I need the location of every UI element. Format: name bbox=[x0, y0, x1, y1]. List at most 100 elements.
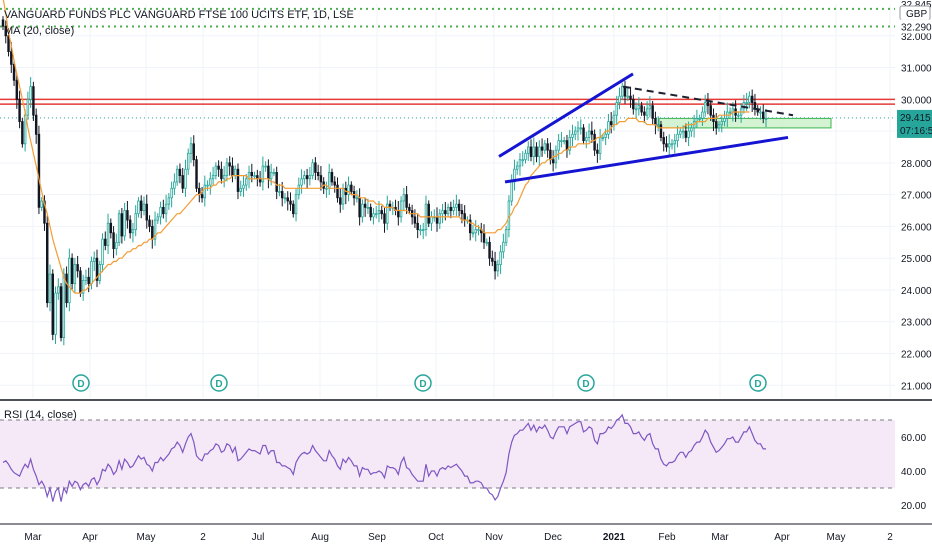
candle[interactable] bbox=[314, 157, 317, 181]
candle[interactable] bbox=[134, 205, 137, 237]
candle[interactable] bbox=[51, 269, 54, 341]
candle[interactable] bbox=[568, 129, 571, 155]
currency-badge[interactable]: GBP bbox=[899, 5, 931, 21]
candle[interactable] bbox=[538, 140, 541, 167]
candle[interactable] bbox=[93, 251, 96, 271]
dividend-marker[interactable]: D bbox=[210, 374, 228, 392]
candle[interactable] bbox=[189, 137, 193, 163]
candle[interactable] bbox=[438, 208, 442, 229]
candle[interactable] bbox=[698, 114, 701, 123]
candle[interactable] bbox=[73, 257, 77, 294]
candle[interactable] bbox=[209, 172, 212, 195]
candle[interactable] bbox=[582, 124, 585, 145]
candle[interactable] bbox=[504, 225, 508, 247]
dividend-marker[interactable]: D bbox=[749, 374, 767, 392]
candle[interactable] bbox=[742, 94, 746, 114]
candle[interactable] bbox=[316, 164, 320, 181]
candle[interactable] bbox=[76, 255, 79, 278]
candle[interactable] bbox=[186, 148, 190, 175]
candle[interactable] bbox=[499, 245, 502, 275]
candle[interactable] bbox=[300, 169, 303, 194]
candle[interactable] bbox=[29, 77, 32, 108]
candle[interactable] bbox=[203, 175, 207, 207]
candle[interactable] bbox=[303, 170, 306, 185]
candle[interactable] bbox=[421, 222, 425, 240]
candle[interactable] bbox=[109, 218, 113, 239]
candle[interactable] bbox=[518, 153, 522, 176]
upper-channel-line[interactable] bbox=[498, 72, 634, 158]
candle[interactable] bbox=[593, 129, 596, 156]
dividend-marker[interactable]: D bbox=[72, 374, 90, 392]
candle[interactable] bbox=[220, 161, 223, 184]
candle[interactable] bbox=[491, 250, 494, 267]
candle[interactable] bbox=[750, 89, 754, 113]
candle[interactable] bbox=[325, 181, 328, 198]
candle[interactable] bbox=[195, 155, 198, 193]
candle[interactable] bbox=[81, 274, 85, 301]
candle[interactable] bbox=[305, 168, 309, 189]
candle[interactable] bbox=[43, 195, 46, 231]
candle[interactable] bbox=[283, 193, 287, 204]
candle[interactable] bbox=[369, 203, 372, 221]
candle[interactable] bbox=[419, 224, 422, 236]
candle[interactable] bbox=[214, 162, 218, 180]
candle[interactable] bbox=[720, 115, 723, 133]
candle[interactable] bbox=[126, 201, 129, 229]
candle[interactable] bbox=[123, 202, 126, 241]
candle[interactable] bbox=[408, 203, 411, 215]
candle[interactable] bbox=[648, 96, 652, 118]
downtrend-dashed-line[interactable] bbox=[622, 85, 794, 117]
candle[interactable] bbox=[551, 150, 555, 172]
candle[interactable] bbox=[474, 220, 477, 242]
candle[interactable] bbox=[715, 112, 718, 135]
candle[interactable] bbox=[590, 121, 594, 143]
candle[interactable] bbox=[12, 59, 16, 86]
candle[interactable] bbox=[54, 286, 57, 344]
candle[interactable] bbox=[576, 121, 580, 141]
candle[interactable] bbox=[148, 215, 151, 233]
candle[interactable] bbox=[87, 267, 90, 293]
candle[interactable] bbox=[200, 187, 204, 203]
candle[interactable] bbox=[95, 249, 99, 288]
candle[interactable] bbox=[181, 167, 184, 194]
candle[interactable] bbox=[496, 259, 500, 277]
candle[interactable] bbox=[59, 282, 63, 342]
candle[interactable] bbox=[46, 215, 49, 308]
candle[interactable] bbox=[264, 161, 267, 172]
candle[interactable] bbox=[217, 160, 220, 177]
candle[interactable] bbox=[527, 141, 530, 161]
candle[interactable] bbox=[640, 101, 643, 116]
candle[interactable] bbox=[524, 149, 527, 164]
candle[interactable] bbox=[372, 207, 375, 225]
candle[interactable] bbox=[278, 183, 281, 197]
candle[interactable] bbox=[173, 173, 176, 195]
candle[interactable] bbox=[764, 108, 768, 127]
candle[interactable] bbox=[21, 117, 24, 148]
lower-channel-line[interactable] bbox=[504, 135, 789, 184]
candle[interactable] bbox=[468, 214, 472, 241]
candle[interactable] bbox=[175, 165, 179, 186]
candle[interactable] bbox=[206, 180, 209, 191]
candle[interactable] bbox=[48, 264, 52, 312]
candle[interactable] bbox=[748, 91, 751, 109]
candle[interactable] bbox=[336, 177, 339, 203]
candle[interactable] bbox=[405, 186, 408, 215]
candle[interactable] bbox=[402, 187, 406, 211]
candle[interactable] bbox=[245, 173, 248, 191]
candle[interactable] bbox=[457, 199, 461, 217]
candle[interactable] bbox=[178, 163, 182, 184]
candle[interactable] bbox=[585, 131, 588, 149]
candle[interactable] bbox=[587, 123, 591, 143]
candle[interactable] bbox=[493, 251, 497, 280]
candle[interactable] bbox=[308, 167, 312, 186]
candle[interactable] bbox=[98, 260, 101, 285]
price-pane[interactable]: D D D D D VANGUARD FUNDS PLC VANGUARD FTSE 1… bbox=[0, 0, 895, 398]
candle[interactable] bbox=[759, 106, 762, 120]
candle[interactable] bbox=[455, 194, 458, 216]
candle[interactable] bbox=[717, 120, 721, 132]
candle[interactable] bbox=[521, 151, 524, 167]
candle[interactable] bbox=[615, 95, 618, 125]
candle[interactable] bbox=[37, 125, 41, 215]
